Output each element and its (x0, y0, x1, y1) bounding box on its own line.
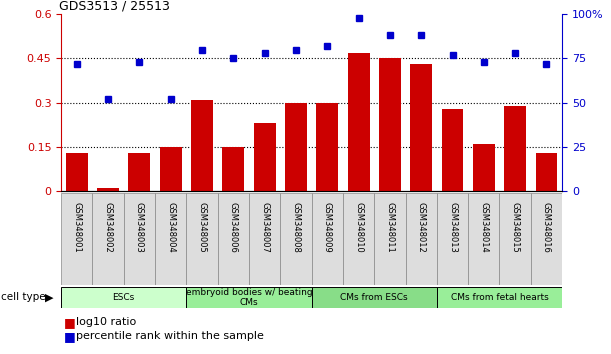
Bar (312, 287, 437, 308)
Bar (218, 193, 249, 285)
Bar (468, 193, 500, 285)
Bar (316, 103, 338, 191)
Text: cell type: cell type (1, 292, 45, 302)
Bar (222, 147, 244, 191)
Bar (406, 193, 437, 285)
Text: CMs from ESCs: CMs from ESCs (340, 293, 408, 302)
Text: GSM348014: GSM348014 (480, 202, 488, 253)
Text: GSM348009: GSM348009 (323, 202, 332, 253)
Text: ▶: ▶ (45, 292, 53, 302)
Text: GSM348008: GSM348008 (291, 202, 301, 253)
Bar (374, 193, 406, 285)
Bar (312, 193, 343, 285)
Text: GSM348007: GSM348007 (260, 202, 269, 253)
Bar (285, 103, 307, 191)
Bar (343, 193, 375, 285)
Bar (504, 105, 526, 191)
Bar (186, 193, 218, 285)
Text: GSM348013: GSM348013 (448, 202, 457, 253)
Bar (159, 147, 181, 191)
Bar (442, 109, 464, 191)
Bar (254, 123, 276, 191)
Bar (249, 193, 280, 285)
Bar (473, 144, 495, 191)
Bar (61, 287, 186, 308)
Text: ESCs: ESCs (112, 293, 135, 302)
Bar (66, 153, 88, 191)
Text: GSM348002: GSM348002 (104, 202, 112, 253)
Bar (437, 193, 468, 285)
Bar (531, 193, 562, 285)
Bar (348, 52, 370, 191)
Text: GSM348015: GSM348015 (511, 202, 519, 253)
Bar (437, 287, 562, 308)
Text: GSM348010: GSM348010 (354, 202, 363, 253)
Text: GSM348016: GSM348016 (542, 202, 551, 253)
Bar (535, 153, 557, 191)
Bar (97, 188, 119, 191)
Bar (61, 193, 92, 285)
Text: embryoid bodies w/ beating
CMs: embryoid bodies w/ beating CMs (186, 288, 312, 307)
Text: GSM348005: GSM348005 (197, 202, 207, 253)
Text: percentile rank within the sample: percentile rank within the sample (76, 331, 264, 341)
Bar (379, 58, 401, 191)
Text: GSM348012: GSM348012 (417, 202, 426, 253)
Bar (280, 193, 312, 285)
Bar (155, 193, 186, 285)
Text: log10 ratio: log10 ratio (76, 317, 137, 327)
Bar (191, 100, 213, 191)
Bar (410, 64, 432, 191)
Bar (123, 193, 155, 285)
Text: ■: ■ (64, 316, 76, 329)
Bar (128, 153, 150, 191)
Text: GSM348003: GSM348003 (135, 202, 144, 253)
Text: GSM348011: GSM348011 (386, 202, 394, 253)
Bar (186, 287, 312, 308)
Text: ■: ■ (64, 330, 76, 343)
Text: GSM348006: GSM348006 (229, 202, 238, 253)
Text: GSM348001: GSM348001 (72, 202, 81, 253)
Text: CMs from fetal hearts: CMs from fetal hearts (451, 293, 548, 302)
Bar (500, 193, 531, 285)
Text: GDS3513 / 25513: GDS3513 / 25513 (59, 0, 169, 13)
Text: GSM348004: GSM348004 (166, 202, 175, 253)
Bar (92, 193, 123, 285)
